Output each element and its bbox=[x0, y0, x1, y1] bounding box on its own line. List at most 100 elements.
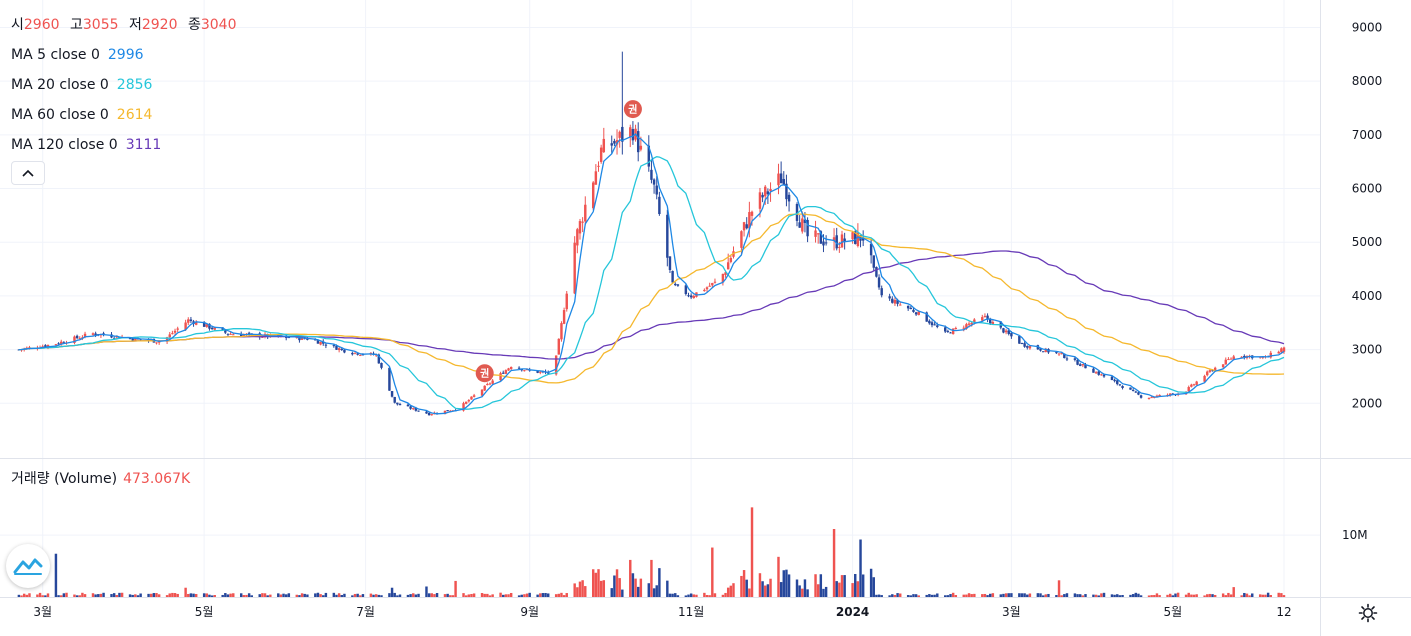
candle-body bbox=[470, 396, 473, 400]
volume-bar bbox=[165, 595, 169, 597]
collapse-legend-button[interactable] bbox=[11, 161, 45, 185]
volume-bar bbox=[803, 579, 807, 597]
event-marker[interactable]: 권 bbox=[475, 364, 494, 383]
candle-body bbox=[1081, 364, 1085, 366]
candle-body bbox=[443, 410, 447, 415]
candle-body bbox=[1150, 397, 1153, 399]
ma60-line bbox=[18, 213, 1285, 384]
volume-bar bbox=[912, 594, 915, 597]
candle-body bbox=[666, 214, 669, 258]
volume-bar bbox=[1036, 593, 1040, 597]
candle-body bbox=[91, 333, 95, 335]
candle-body bbox=[502, 372, 505, 374]
event-marker-badge bbox=[623, 100, 642, 119]
candle-body bbox=[750, 211, 754, 216]
volume-bar bbox=[824, 586, 828, 597]
volume-bar bbox=[184, 587, 187, 597]
volume-bar bbox=[1113, 594, 1116, 597]
volume-bar bbox=[1227, 592, 1230, 597]
candle-body bbox=[1168, 393, 1172, 396]
volume-bar bbox=[499, 592, 502, 597]
candle-body bbox=[483, 385, 486, 391]
candle-body bbox=[1018, 336, 1021, 344]
ma20-line bbox=[18, 156, 1285, 410]
candle-body bbox=[779, 173, 783, 184]
volume-bar bbox=[1264, 594, 1267, 597]
volume-bar bbox=[192, 593, 195, 597]
candle-body bbox=[986, 315, 989, 320]
volume-bar bbox=[1153, 595, 1156, 597]
candle-body bbox=[655, 185, 658, 195]
candle-body bbox=[970, 322, 973, 325]
volume-bar bbox=[250, 595, 254, 597]
ma60-legend[interactable]: MA 60 close 0 2614 bbox=[11, 106, 152, 124]
ma20-legend[interactable]: MA 20 close 0 2856 bbox=[11, 76, 152, 94]
ma20-value: 2856 bbox=[116, 77, 153, 93]
candle-body bbox=[742, 222, 746, 231]
volume-bar bbox=[65, 592, 68, 597]
volume-bar bbox=[991, 593, 995, 597]
volume-bar bbox=[861, 574, 865, 597]
candle-body bbox=[856, 232, 860, 247]
price-tick-label: 5000 bbox=[1352, 235, 1383, 249]
candle-body bbox=[684, 285, 688, 295]
volume-bar bbox=[1266, 592, 1270, 597]
price-tick-label: 7000 bbox=[1352, 128, 1383, 142]
volume-bar bbox=[840, 575, 844, 597]
candle-body bbox=[1192, 384, 1196, 386]
low-label: 저 bbox=[128, 17, 142, 33]
volume-bar bbox=[139, 593, 142, 597]
volume-bar bbox=[1139, 595, 1143, 597]
chart-settings-button[interactable] bbox=[1356, 601, 1380, 625]
volume-bar bbox=[843, 575, 846, 597]
candle-body bbox=[171, 333, 174, 335]
candle-body bbox=[1026, 346, 1029, 348]
volume-bar bbox=[930, 594, 934, 597]
volume-bar bbox=[131, 594, 134, 597]
volume-bar bbox=[377, 594, 381, 597]
candle-body bbox=[1221, 364, 1225, 368]
volume-bar bbox=[483, 593, 486, 597]
candle-body bbox=[1023, 343, 1026, 347]
volume-bar bbox=[1190, 594, 1193, 597]
candle-body bbox=[1028, 346, 1032, 349]
candle-body bbox=[1118, 384, 1122, 386]
candle-body bbox=[687, 295, 690, 297]
candle-body bbox=[795, 204, 799, 221]
volume-bar bbox=[393, 592, 396, 597]
candle-body bbox=[602, 138, 606, 153]
ma5-legend[interactable]: MA 5 close 0 2996 bbox=[11, 46, 144, 64]
volume-bar bbox=[1251, 593, 1254, 597]
volume-bar bbox=[94, 594, 97, 597]
candle-body bbox=[872, 255, 875, 268]
candle-body bbox=[157, 341, 161, 343]
candle-body bbox=[576, 229, 579, 246]
tradingview-logo-icon[interactable] bbox=[6, 544, 50, 588]
candle-body bbox=[1282, 347, 1286, 352]
event-marker[interactable]: 권 bbox=[623, 100, 642, 119]
event-markers[interactable]: 권권 bbox=[475, 100, 642, 383]
candle-body bbox=[562, 310, 566, 324]
volume-bar bbox=[1147, 595, 1151, 597]
volume-bar bbox=[954, 595, 958, 597]
candle-body bbox=[594, 171, 598, 185]
volume-bar bbox=[729, 585, 733, 597]
ma120-legend[interactable]: MA 120 close 0 3111 bbox=[11, 136, 161, 154]
candle-body bbox=[467, 400, 471, 402]
candle-body bbox=[430, 414, 433, 416]
volume-legend[interactable]: 거래량 (Volume) 473.067K bbox=[11, 470, 190, 488]
candle-body bbox=[951, 328, 955, 335]
volume-bar bbox=[1211, 594, 1214, 597]
candle-body bbox=[618, 131, 621, 138]
candle-body bbox=[1232, 356, 1235, 360]
candle-body bbox=[396, 402, 399, 405]
volume-bar bbox=[748, 588, 751, 597]
candle-body bbox=[766, 191, 770, 195]
price-tick-label: 4000 bbox=[1352, 289, 1383, 303]
candle-body bbox=[409, 406, 412, 409]
candle-body bbox=[1208, 370, 1212, 372]
candle-body bbox=[1055, 352, 1058, 354]
candle-body bbox=[708, 285, 711, 287]
volume-bar bbox=[224, 593, 227, 597]
